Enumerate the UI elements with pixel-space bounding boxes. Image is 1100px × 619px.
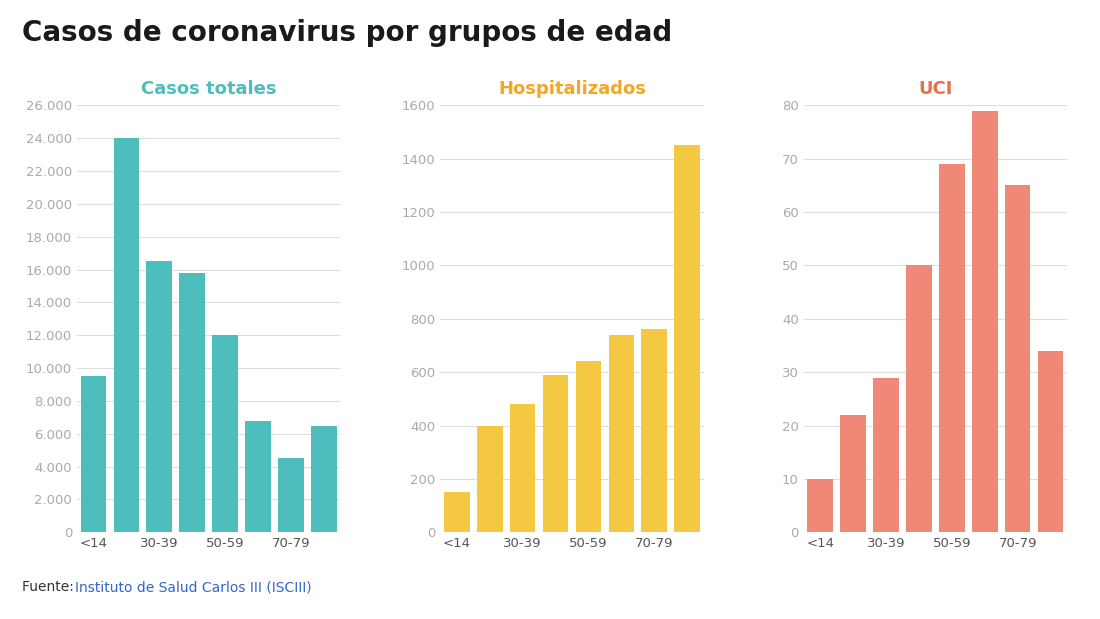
Bar	[477, 426, 503, 532]
Bar	[146, 261, 172, 532]
Bar	[278, 459, 304, 532]
Bar	[873, 378, 899, 532]
Bar	[972, 111, 998, 532]
Title: Hospitalizados: Hospitalizados	[498, 80, 646, 98]
Title: Casos totales: Casos totales	[141, 80, 276, 98]
Bar	[674, 145, 700, 532]
Bar	[1004, 185, 1031, 532]
Bar	[245, 421, 271, 532]
Bar	[444, 492, 470, 532]
Text: Fuente:: Fuente:	[22, 580, 78, 594]
Bar	[939, 164, 965, 532]
Bar	[179, 273, 205, 532]
Bar	[807, 479, 833, 532]
Bar	[311, 426, 337, 532]
Bar	[575, 361, 602, 532]
Bar	[542, 375, 569, 532]
Bar	[113, 138, 140, 532]
Title: UCI: UCI	[918, 80, 953, 98]
Bar	[1037, 351, 1064, 532]
Bar	[509, 404, 536, 532]
Bar	[906, 266, 932, 532]
Bar	[641, 329, 667, 532]
Text: Casos de coronavirus por grupos de edad: Casos de coronavirus por grupos de edad	[22, 19, 672, 46]
Bar	[212, 335, 238, 532]
Bar	[80, 376, 107, 532]
Bar	[608, 335, 635, 532]
Bar	[840, 415, 866, 532]
Text: Instituto de Salud Carlos III (ISCIII): Instituto de Salud Carlos III (ISCIII)	[75, 580, 311, 594]
